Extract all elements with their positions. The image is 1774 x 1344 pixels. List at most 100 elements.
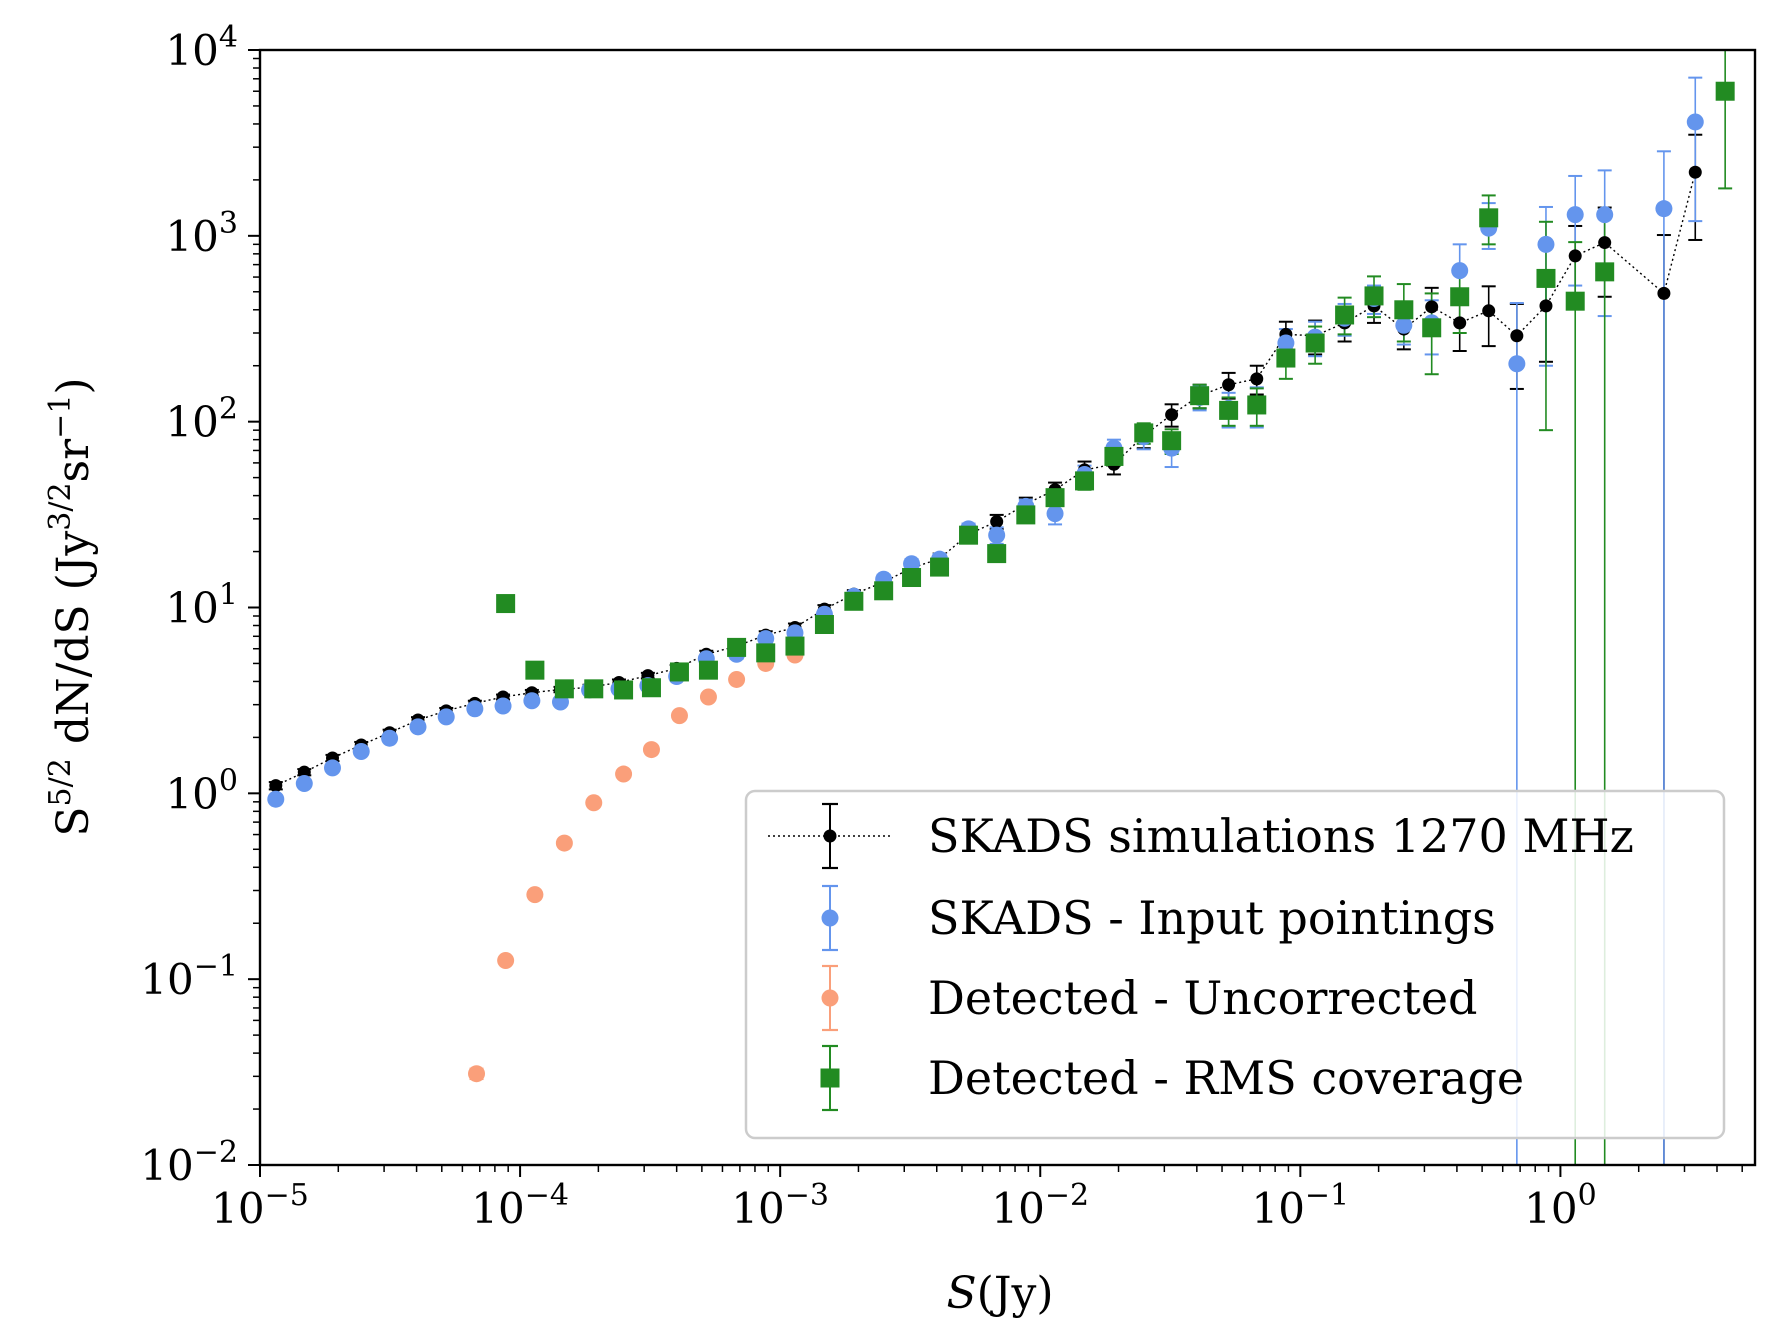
legend-item: SKADS - Input pointings (821, 884, 1496, 952)
legend-item: Detected - RMS coverage (820, 1044, 1524, 1112)
data-point (1046, 505, 1064, 523)
data-point (496, 594, 516, 614)
data-point (1686, 113, 1704, 131)
data-point (409, 718, 427, 736)
x-tick-label: 10−3 (731, 1178, 829, 1233)
data-point (615, 765, 633, 783)
y-tick-label: 104 (165, 20, 238, 75)
data-point (494, 697, 512, 715)
data-point (930, 557, 950, 577)
data-point (466, 700, 484, 718)
legend-item: Detected - Uncorrected (821, 964, 1477, 1032)
data-point (295, 774, 313, 792)
data-point (1688, 165, 1702, 179)
x-tick-label: 10−4 (471, 1178, 569, 1233)
data-point (1655, 200, 1673, 218)
legend-marker (821, 989, 839, 1007)
data-point (584, 679, 604, 699)
data-point (844, 591, 864, 611)
data-point (670, 707, 688, 725)
data-point (1425, 300, 1439, 314)
data-point (1165, 408, 1179, 422)
data-point (1045, 488, 1065, 508)
data-point (1595, 262, 1615, 282)
data-point (1451, 262, 1469, 280)
y-tick-label: 103 (165, 206, 238, 261)
legend-label: Detected - RMS coverage (928, 1051, 1524, 1105)
data-point (756, 643, 776, 663)
data-point (642, 741, 660, 759)
data-point (1305, 333, 1325, 353)
legend-label: Detected - Uncorrected (928, 971, 1477, 1025)
data-point (297, 765, 311, 779)
data-point (523, 692, 541, 710)
legend-marker (820, 1068, 840, 1088)
data-point (1277, 334, 1295, 352)
data-point (987, 544, 1007, 564)
data-point (1250, 372, 1264, 386)
y-tick-label: 10−1 (140, 949, 238, 1004)
x-tick-label: 100 (1524, 1178, 1597, 1233)
data-point (902, 568, 922, 588)
data-point (1190, 386, 1210, 406)
data-point (874, 581, 894, 601)
data-point (1364, 286, 1384, 306)
data-point (1453, 316, 1467, 330)
y-axis-label: S5/2 dN/dS (Jy3/2sr−1) (43, 377, 99, 836)
data-point (1450, 287, 1470, 307)
x-axis-label: S(Jy) (947, 1268, 1054, 1319)
plot-area (267, 50, 1735, 1165)
data-point (267, 790, 285, 808)
data-point (1596, 206, 1614, 224)
data-point (959, 525, 979, 545)
data-point (1536, 268, 1556, 288)
data-point (526, 886, 544, 904)
data-point (814, 615, 834, 635)
data-point (669, 662, 689, 682)
data-point (614, 680, 634, 700)
data-point (903, 555, 921, 573)
series-points-3 (496, 81, 1735, 700)
data-point (757, 630, 775, 648)
data-point (1247, 395, 1267, 415)
data-point (1657, 286, 1671, 300)
legend-label: SKADS simulations 1270 MHz (928, 809, 1634, 863)
data-point (1162, 431, 1182, 451)
data-point (1482, 304, 1496, 318)
legend-marker (821, 909, 839, 927)
y-tick-label: 102 (165, 392, 238, 447)
data-point (1075, 471, 1095, 491)
data-point (497, 952, 515, 970)
data-point (1539, 299, 1553, 313)
legend-frame (744, 789, 1726, 1140)
data-point (555, 834, 573, 852)
data-point (381, 729, 399, 747)
data-point (1394, 300, 1414, 320)
data-point (352, 742, 370, 760)
data-point (1134, 423, 1154, 443)
ticks: 10−5 10−4 10−3 10−2 10−1 100 10−2 10−1 100 101 102… (140, 20, 1743, 1233)
data-point (1715, 81, 1735, 101)
data-point (699, 688, 717, 706)
data-point (585, 794, 603, 812)
data-point (269, 779, 283, 793)
data-point (1565, 291, 1585, 311)
data-point (1219, 400, 1239, 420)
data-point (1222, 378, 1236, 392)
x-tick-label: 10−2 (991, 1178, 1089, 1233)
y-tick-label: 10−2 (140, 1135, 238, 1190)
legend-label: SKADS - Input pointings (928, 891, 1496, 945)
y-tick-label: 101 (165, 578, 238, 633)
data-point (1568, 249, 1582, 263)
data-point (641, 678, 661, 698)
data-point (1335, 305, 1355, 325)
data-point (727, 637, 747, 657)
legend: SKADS simulations 1270 MHz SKADS - Input … (744, 789, 1726, 1140)
data-point (1395, 316, 1413, 334)
data-point (1508, 355, 1526, 373)
data-point (1510, 329, 1524, 343)
data-point (554, 679, 574, 699)
data-point (1537, 235, 1555, 253)
data-point (1276, 348, 1296, 368)
